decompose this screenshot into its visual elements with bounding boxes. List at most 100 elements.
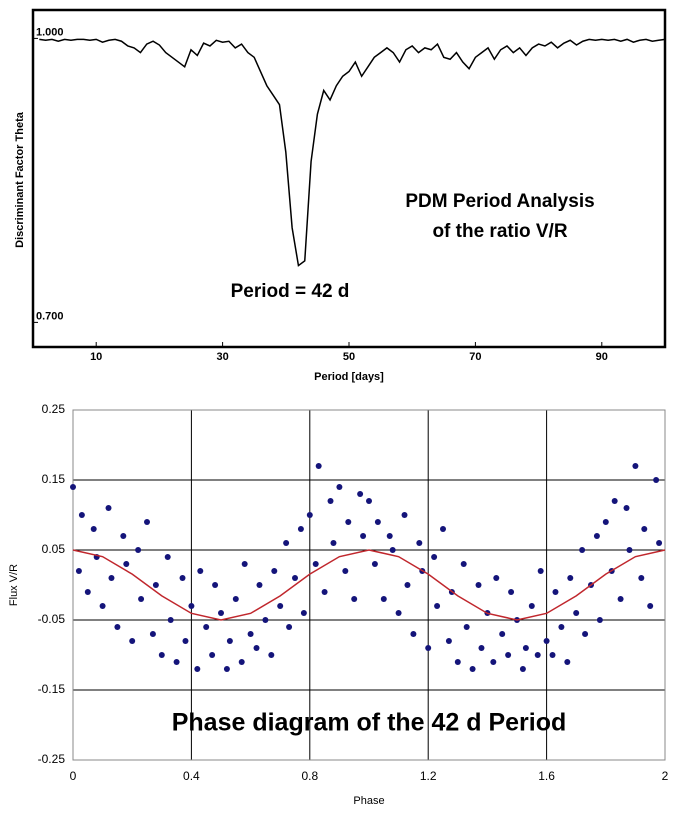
data-point <box>120 533 127 539</box>
data-point <box>342 568 349 574</box>
data-point <box>490 659 497 665</box>
data-point <box>395 610 402 616</box>
data-point <box>164 554 171 560</box>
x-axis-label: Period [days] <box>314 371 384 383</box>
data-point <box>203 624 210 630</box>
data-point <box>549 652 556 658</box>
data-point <box>114 624 121 630</box>
data-point <box>519 666 526 672</box>
data-point <box>389 547 396 553</box>
data-point <box>366 498 372 504</box>
data-point <box>425 645 432 651</box>
x-tick-label: 0.4 <box>183 769 200 783</box>
data-point <box>149 631 156 637</box>
x-tick-label: 1.6 <box>538 769 555 783</box>
data-point <box>653 477 660 483</box>
data-point <box>374 519 381 525</box>
data-point <box>209 652 216 658</box>
data-point <box>286 624 293 630</box>
data-point <box>256 582 263 588</box>
data-point <box>404 582 411 588</box>
data-point <box>401 512 408 518</box>
data-point <box>460 561 467 567</box>
data-point <box>271 568 278 574</box>
y-tick-label: 0.15 <box>42 472 66 486</box>
data-point <box>593 533 600 539</box>
data-point <box>262 617 269 623</box>
annotation: Period = 42 d <box>231 281 350 302</box>
x-tick-label: 10 <box>90 351 102 363</box>
data-point <box>75 568 82 574</box>
data-point <box>247 631 254 637</box>
data-point <box>167 617 174 623</box>
y-tick-label: 1.000 <box>36 26 64 38</box>
data-point <box>543 638 550 644</box>
y-tick-label: -0.15 <box>38 682 66 696</box>
data-point <box>632 463 639 469</box>
x-tick-label: 1.2 <box>420 769 437 783</box>
data-point <box>78 512 85 518</box>
data-point <box>218 610 224 616</box>
data-point <box>194 666 201 672</box>
x-tick-label: 70 <box>469 351 481 363</box>
data-point <box>386 533 393 539</box>
data-point <box>351 596 358 602</box>
data-point <box>90 526 97 532</box>
data-point <box>431 554 438 560</box>
data-point <box>371 561 378 567</box>
data-point <box>380 596 387 602</box>
data-point <box>327 498 334 504</box>
data-point <box>152 582 159 588</box>
data-point <box>297 526 304 532</box>
data-point <box>283 540 290 546</box>
data-point <box>602 519 609 525</box>
data-point <box>188 603 195 609</box>
data-point <box>232 596 239 602</box>
data-point <box>647 603 654 609</box>
data-point <box>182 638 189 644</box>
data-point <box>306 512 313 518</box>
data-point <box>312 561 319 567</box>
y-axis-label: Flux V/R <box>8 564 20 606</box>
plot-frame <box>31 8 667 349</box>
data-point <box>330 540 337 546</box>
data-point <box>638 575 645 581</box>
data-point <box>564 659 571 665</box>
data-point <box>173 659 180 665</box>
data-point <box>416 540 423 546</box>
data-point <box>611 498 618 504</box>
data-point <box>268 652 275 658</box>
data-point <box>528 603 535 609</box>
data-point <box>579 547 586 553</box>
data-point <box>105 505 112 511</box>
data-point <box>158 652 165 658</box>
data-point <box>197 568 204 574</box>
data-point <box>478 645 485 651</box>
data-point <box>558 624 565 630</box>
x-tick-label: 0.8 <box>301 769 318 783</box>
data-point <box>573 610 580 616</box>
data-point <box>454 659 461 665</box>
data-point <box>99 603 106 609</box>
y-tick-label: -0.05 <box>38 612 66 626</box>
data-point <box>123 561 130 567</box>
x-tick-label: 2 <box>662 769 669 783</box>
data-point <box>135 547 142 553</box>
data-point <box>253 645 260 651</box>
data-point <box>241 561 248 567</box>
y-tick-label: 0.700 <box>36 310 64 322</box>
data-point <box>469 666 476 672</box>
x-tick-label: 30 <box>216 351 228 363</box>
data-point <box>534 652 541 658</box>
fit-line <box>72 549 666 621</box>
data-point <box>493 575 500 581</box>
x-tick-label: 50 <box>343 351 355 363</box>
data-point <box>84 589 91 595</box>
x-tick-label: 90 <box>596 351 608 363</box>
data-point <box>321 589 328 595</box>
annotation: Phase diagram of the 42 d Period <box>172 709 567 737</box>
data-point <box>537 568 544 574</box>
data-point <box>223 666 230 672</box>
data-point <box>505 652 512 658</box>
data-point <box>138 596 145 602</box>
